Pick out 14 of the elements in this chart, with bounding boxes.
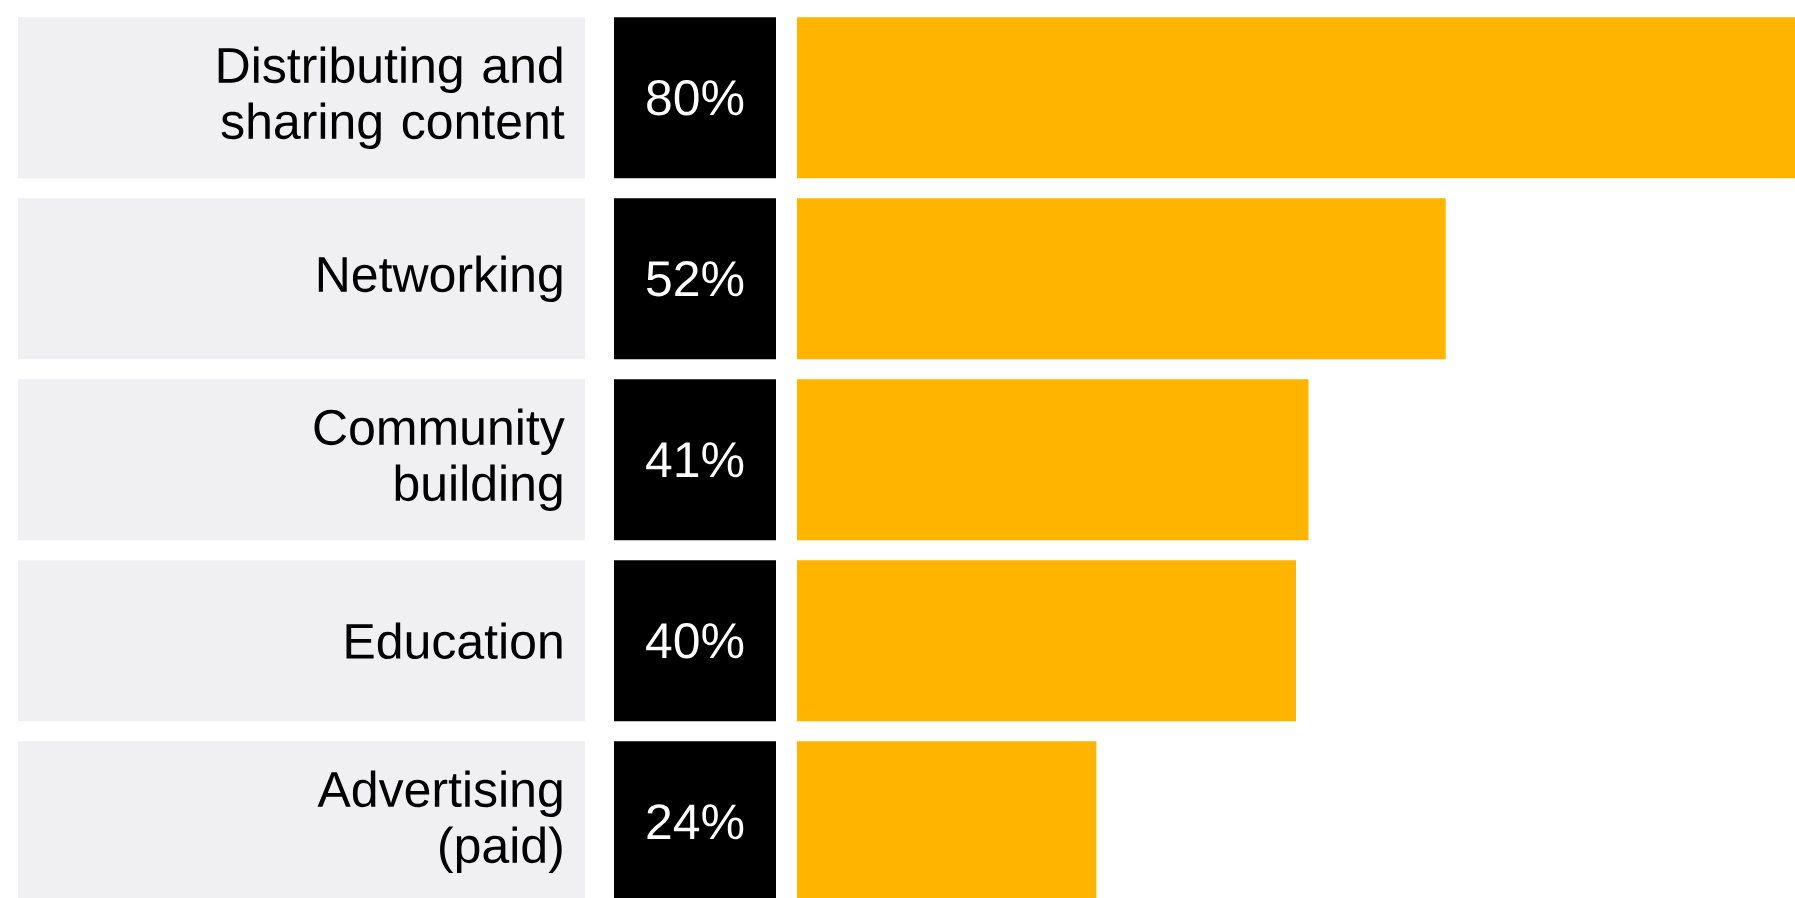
y-tick-label: Community building <box>314 408 565 512</box>
bar <box>797 379 1309 541</box>
data-label: 41% <box>646 442 744 478</box>
y-tick-label: Distributing and sharing content <box>218 46 565 150</box>
bar <box>797 560 1297 722</box>
y-tick-label: Networking <box>318 255 562 303</box>
bar <box>797 17 1795 179</box>
data-label: 52% <box>646 261 744 297</box>
bar <box>797 198 1446 360</box>
data-label: 80% <box>647 80 744 116</box>
data-label: 24% <box>647 804 744 840</box>
y-tick-label: Advertising (paid) <box>317 770 562 874</box>
y-tick-label: Education <box>346 622 562 660</box>
data-label: 40% <box>646 623 744 659</box>
